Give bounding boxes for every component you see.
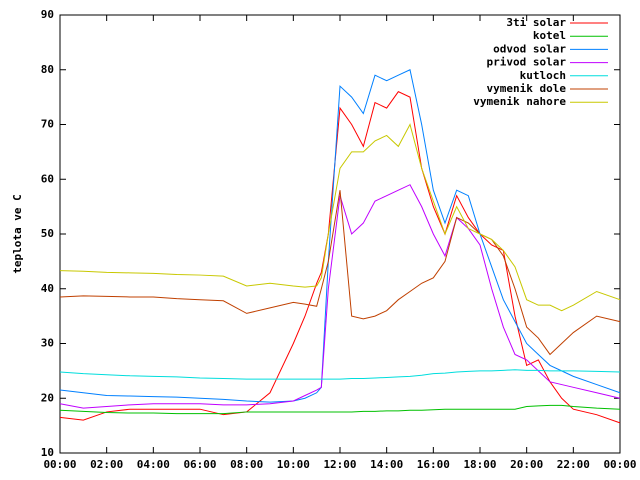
x-tick-label: 20:00 bbox=[510, 458, 543, 471]
x-tick-label: 10:00 bbox=[277, 458, 310, 471]
x-tick-label: 12:00 bbox=[323, 458, 356, 471]
legend-label: kotel bbox=[533, 29, 566, 42]
y-tick-label: 40 bbox=[41, 282, 54, 295]
series-line bbox=[59, 91, 621, 424]
x-tick-label: 22:00 bbox=[557, 458, 590, 471]
y-tick-label: 20 bbox=[41, 391, 54, 404]
legend-label: privod solar bbox=[487, 56, 567, 69]
x-tick-label: 00:00 bbox=[603, 458, 636, 471]
y-tick-label: 70 bbox=[41, 118, 54, 131]
y-tick-label: 80 bbox=[41, 63, 54, 76]
x-tick-label: 04:00 bbox=[137, 458, 170, 471]
x-tick-label: 08:00 bbox=[230, 458, 263, 471]
y-axis-label: teplota ve C bbox=[11, 194, 24, 273]
x-tick-label: 06:00 bbox=[183, 458, 216, 471]
series-line bbox=[59, 369, 621, 380]
legend-label: odvod solar bbox=[493, 42, 566, 55]
x-tick-label: 16:00 bbox=[417, 458, 450, 471]
y-tick-label: 50 bbox=[41, 227, 54, 240]
y-tick-label: 90 bbox=[41, 8, 54, 21]
y-tick-label: 10 bbox=[41, 446, 54, 459]
legend-label: kutloch bbox=[520, 69, 566, 82]
series-line bbox=[59, 190, 621, 356]
x-tick-label: 14:00 bbox=[370, 458, 403, 471]
x-tick-label: 02:00 bbox=[90, 458, 123, 471]
x-tick-label: 00:00 bbox=[43, 458, 76, 471]
legend-label: vymenik nahore bbox=[473, 95, 566, 108]
legend-label: vymenik dole bbox=[487, 82, 567, 95]
series-line bbox=[59, 123, 621, 312]
series-line bbox=[59, 404, 621, 415]
series-line bbox=[59, 184, 621, 409]
series-line bbox=[59, 69, 621, 403]
y-tick-label: 30 bbox=[41, 337, 54, 350]
y-tick-label: 60 bbox=[41, 172, 54, 185]
x-tick-label: 18:00 bbox=[463, 458, 496, 471]
legend-label: 3ti solar bbox=[506, 16, 566, 29]
